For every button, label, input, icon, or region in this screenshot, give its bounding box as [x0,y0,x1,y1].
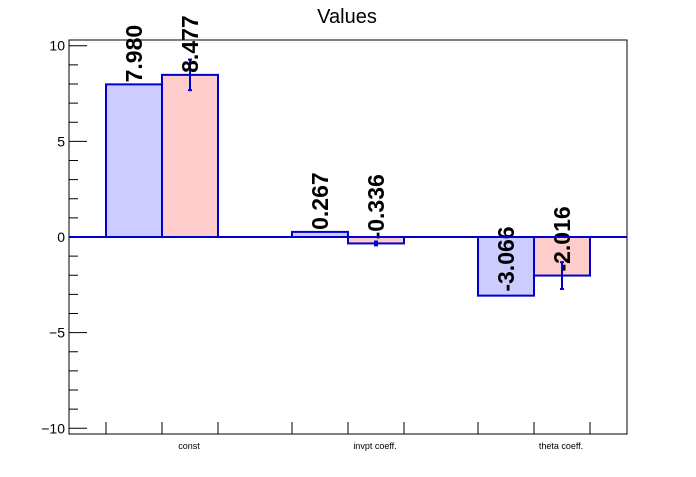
data-label: 7.980 [121,25,147,83]
data-label: 8.477 [177,15,203,73]
y-tick-label: −5 [49,325,65,341]
y-tick-label: 10 [49,38,65,54]
bar [105,83,163,238]
data-label: -2.016 [549,206,575,271]
x-tick-label: const [178,441,200,451]
x-tick-label: invpt coeff. [353,441,396,451]
y-tick-label: 0 [57,229,65,245]
x-tick-label: theta coeff. [539,441,583,451]
data-label: 0.267 [307,172,333,230]
y-tick-label: −10 [41,420,65,436]
plot-area: −10 −5 0 5 10 const invpt coeff. theta coeff. 7.… [41,15,628,451]
chart-title: Values [317,6,377,28]
data-label: -0.336 [363,174,389,239]
y-tick-label: 5 [57,133,65,149]
bar [161,73,219,239]
